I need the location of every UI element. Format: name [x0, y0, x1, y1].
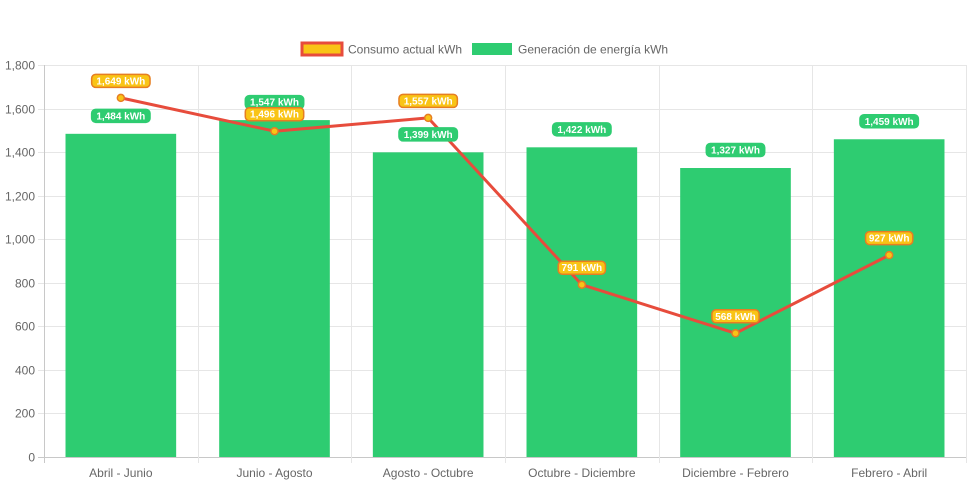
legend[interactable]: Consumo actual kWh Generación de energía…: [300, 41, 668, 57]
bar-data-label-box: [551, 122, 612, 137]
line-series: [116, 93, 894, 338]
x-tick-label: Diciembre - Febrero: [682, 466, 789, 480]
y-tick-label: 200: [15, 407, 35, 421]
line-point[interactable]: [423, 113, 433, 123]
bar-data-label: 1,327 kWh: [711, 146, 760, 157]
legend-swatch-line: [300, 41, 344, 57]
line-data-label-box: [398, 93, 459, 109]
line-data-label: 791 kWh: [562, 263, 603, 274]
bar[interactable]: [65, 133, 177, 457]
x-tick-label: Octubre - Diciembre: [528, 466, 636, 480]
x-tick-label: Febrero - Abril: [851, 466, 927, 480]
line-data-label-box: [557, 260, 607, 275]
bar[interactable]: [833, 139, 945, 458]
legend-item-line[interactable]: Consumo actual kWh: [300, 41, 462, 57]
x-tick-label: Junio - Agosto: [236, 466, 312, 480]
legend-item-bar[interactable]: Generación de energía kWh: [472, 43, 668, 57]
line-data-label: 1,557 kWh: [404, 96, 453, 107]
line-path: [120, 96, 890, 335]
y-tick-label: 400: [15, 364, 35, 378]
line-data-label: 1,496 kWh: [250, 110, 299, 121]
bar-data-label-box: [705, 142, 766, 158]
line-point[interactable]: [116, 93, 126, 103]
y-axis: 0 200 400 600 800 1,000 1,200 1,400 1,600 1,800: [5, 59, 35, 465]
bar[interactable]: [219, 120, 330, 457]
legend-label-line: Consumo actual kWh: [348, 43, 462, 57]
y-tick-label: 1,600: [5, 103, 35, 117]
y-tick-label: 1,400: [5, 146, 35, 160]
line-data-label: 927 kWh: [869, 234, 910, 245]
line-data-label: 568 kWh: [715, 312, 756, 323]
bar-data-label-box: [859, 114, 920, 129]
bar[interactable]: [526, 147, 638, 457]
bar-data-label: 1,422 kWh: [557, 125, 606, 136]
line-point[interactable]: [884, 250, 894, 260]
line-point[interactable]: [270, 126, 279, 136]
bar-data-label-box: [398, 127, 459, 142]
legend-label-bar: Generación de energía kWh: [518, 43, 668, 57]
bar-data-label: 1,399 kWh: [404, 130, 453, 141]
line-point[interactable]: [577, 280, 587, 289]
bar-data-label: 1,484 kWh: [96, 111, 145, 122]
y-tick-label: 1,800: [5, 59, 35, 73]
y-tick-label: 0: [28, 451, 35, 465]
line-data-label: 1,649 kWh: [96, 76, 145, 87]
line-data-label-box: [90, 73, 151, 89]
x-tick-label: Abril - Junio: [89, 466, 153, 480]
grid-lines: [38, 65, 967, 463]
line-data-label-box: [244, 106, 305, 122]
y-tick-label: 1,200: [5, 190, 35, 204]
y-tick-label: 1,000: [5, 233, 35, 247]
bar-data-label: 1,547 kWh: [250, 98, 299, 109]
x-tick-label: Agosto - Octubre: [383, 466, 474, 480]
y-tick-label: 800: [15, 277, 35, 291]
line-point[interactable]: [731, 329, 740, 338]
line-data-label-box: [864, 230, 914, 246]
x-axis: Abril - Junio Junio - Agosto Agosto - Octu…: [89, 466, 927, 480]
legend-swatch-bar: [472, 43, 512, 55]
bar[interactable]: [372, 152, 484, 457]
line-data-label-box: [711, 309, 760, 324]
bar-data-label-box: [90, 108, 151, 124]
bar-data-label: 1,459 kWh: [865, 117, 914, 128]
y-tick-label: 600: [15, 320, 35, 334]
data-labels: 1,484 kWh 1,547 kWh 1,399 kWh 1,422 kWh 1,32…: [90, 73, 920, 324]
